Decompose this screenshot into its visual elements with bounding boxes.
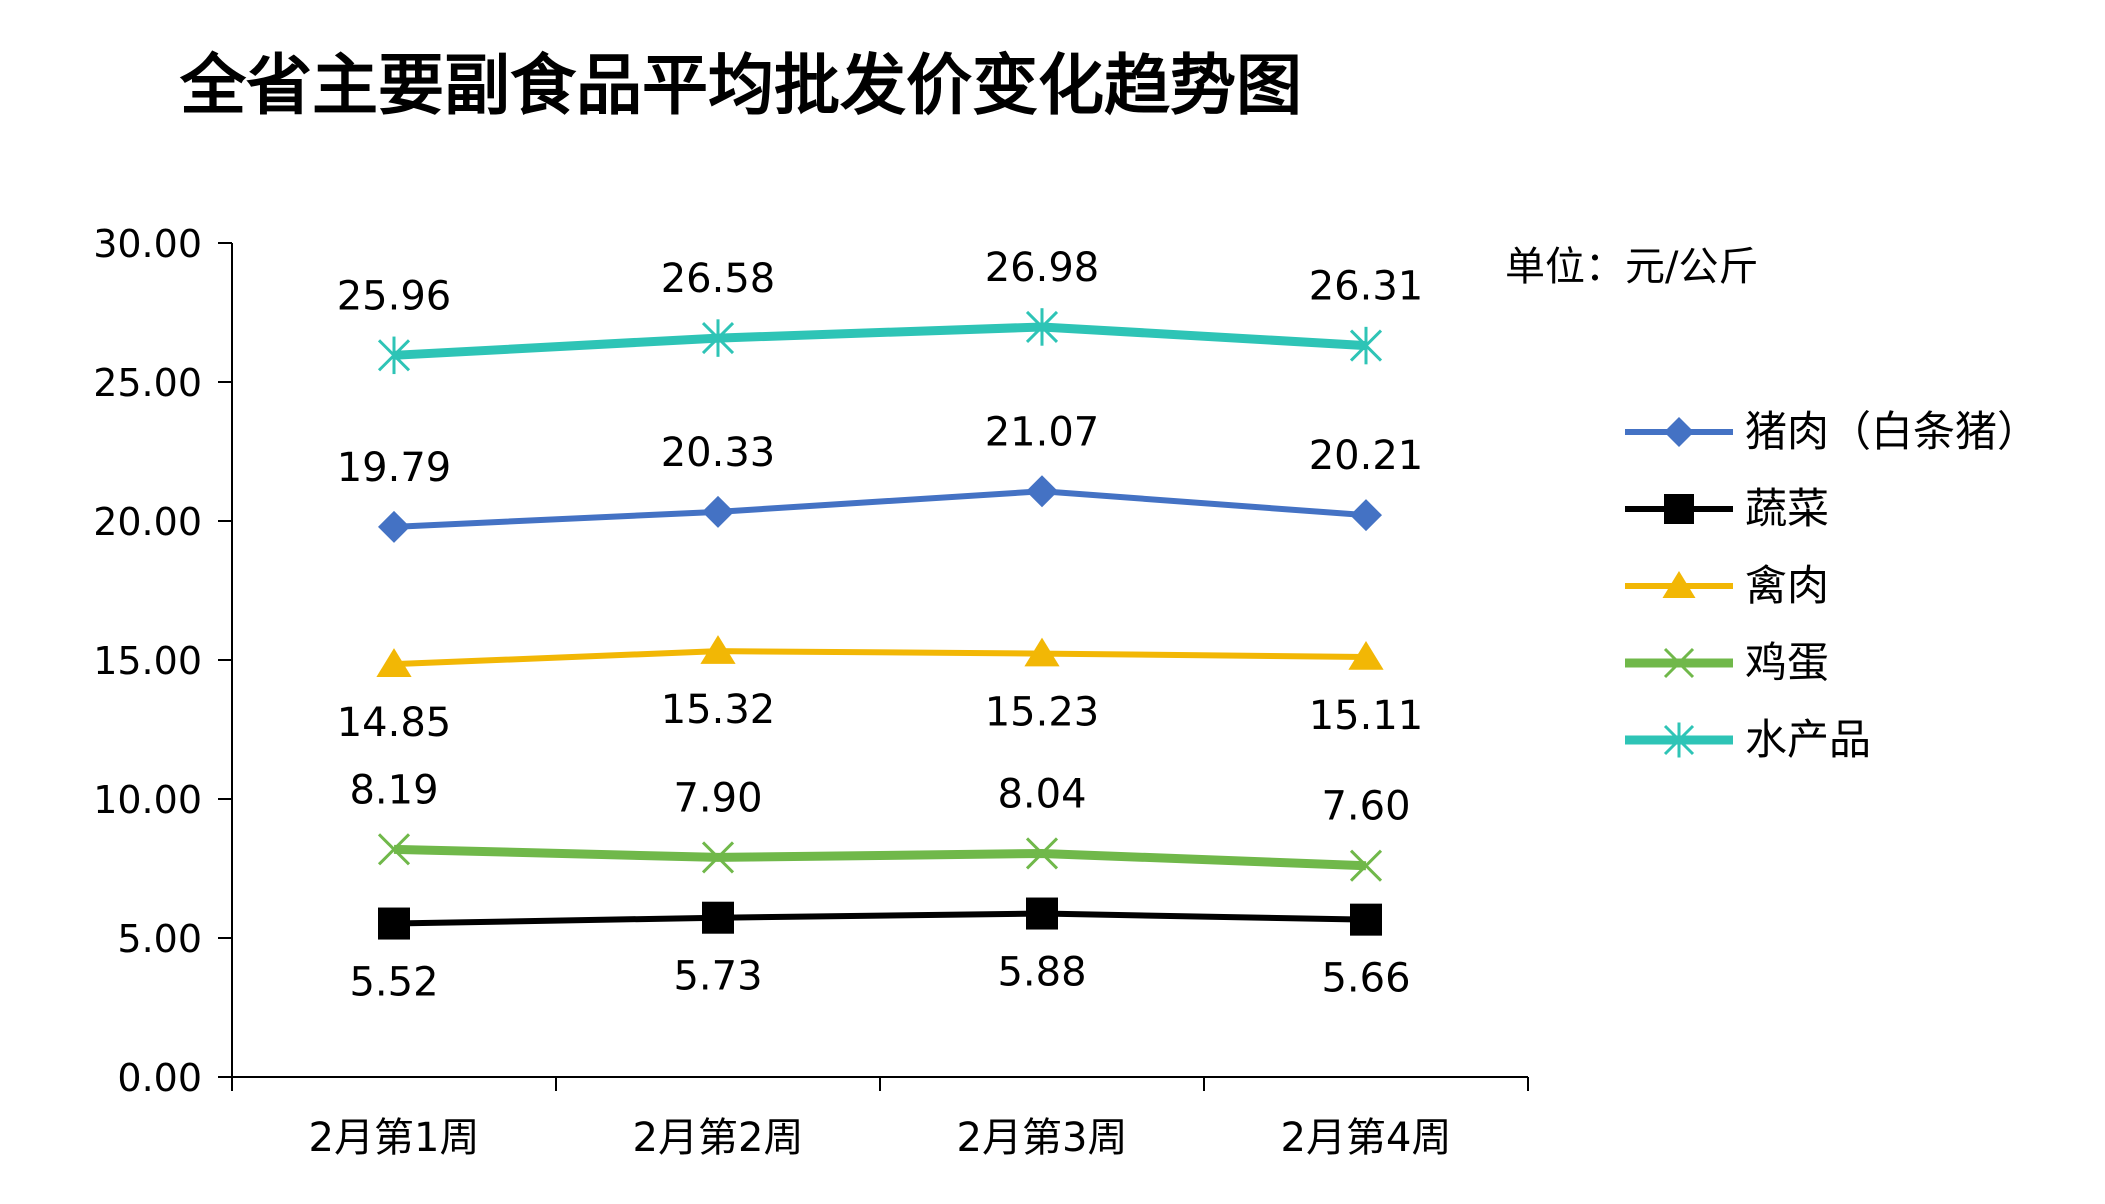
legend-marker	[1662, 571, 1696, 598]
data-point	[1349, 326, 1383, 365]
series-line	[393, 488, 1367, 530]
series-5	[377, 308, 1383, 375]
y-tick-label: 5.00	[117, 917, 202, 961]
x-tick-label: 2月第3周	[957, 1115, 1128, 1161]
data-point	[376, 648, 412, 677]
data-point	[1349, 849, 1383, 882]
data-label: 15.23	[985, 690, 1100, 736]
series-1	[378, 475, 1382, 543]
data-label: 15.32	[661, 687, 776, 733]
series-2	[378, 897, 1382, 940]
marker-stroke	[701, 841, 735, 874]
legend-marker	[1663, 647, 1695, 679]
data-point	[1350, 499, 1382, 532]
data-label: 15.11	[1309, 693, 1424, 739]
data-point	[377, 833, 411, 866]
legend-label: 禽肉	[1745, 561, 1829, 610]
series-3	[376, 635, 1384, 677]
data-label: 25.96	[337, 273, 452, 319]
data-label: 8.19	[349, 767, 438, 813]
legend-label: 鸡蛋	[1745, 638, 1829, 687]
legend-marker	[1664, 417, 1694, 447]
legend-item-5: 水产品	[1625, 715, 1871, 764]
legend-item-2: 蔬菜	[1625, 484, 1829, 533]
y-tick-label: 25.00	[93, 361, 202, 405]
legend-item-4: 鸡蛋	[1625, 638, 1829, 687]
marker-stroke	[1025, 837, 1059, 870]
data-label: 5.73	[673, 954, 762, 1000]
y-tick-label: 0.00	[117, 1056, 202, 1100]
chart-title: 全省主要副食品平均批发价变化趋势图	[179, 46, 1302, 124]
data-label: 21.07	[985, 409, 1100, 455]
data-label: 20.21	[1309, 433, 1424, 479]
y-tick-label: 10.00	[93, 778, 202, 822]
legend-label: 猪肉（白条猪）	[1745, 407, 2039, 456]
y-tick-label: 15.00	[93, 639, 202, 683]
data-point	[1024, 637, 1060, 667]
data-label: 14.85	[337, 700, 452, 746]
marker-stroke	[1663, 647, 1695, 679]
data-point	[1026, 897, 1058, 930]
data-label: 7.90	[673, 775, 762, 821]
marker-stroke	[1349, 849, 1383, 882]
series-layer	[376, 308, 1384, 940]
series-line	[393, 648, 1367, 668]
data-point	[1025, 837, 1059, 870]
data-label: 26.98	[985, 245, 1100, 291]
series-line	[393, 844, 1367, 871]
y-tick-label: 20.00	[93, 500, 202, 544]
data-label: 5.52	[349, 960, 438, 1006]
series-4	[377, 833, 1383, 882]
legend-marker	[1664, 494, 1694, 524]
data-label: 5.88	[997, 950, 1086, 996]
data-point	[701, 841, 735, 874]
series-line	[393, 910, 1367, 927]
data-point	[1025, 308, 1059, 346]
data-label: 5.66	[1321, 956, 1410, 1002]
legend-item-1: 猪肉（白条猪）	[1625, 407, 2039, 456]
data-point	[700, 635, 736, 664]
legend-marker	[1663, 722, 1695, 758]
legend-item-3: 禽肉	[1625, 561, 1829, 610]
series-line	[393, 322, 1367, 360]
data-point	[378, 907, 410, 940]
x-tick-label: 2月第1周	[309, 1115, 480, 1161]
data-point	[702, 901, 734, 934]
legend-label: 水产品	[1745, 715, 1871, 764]
x-tick-label: 2月第4周	[1281, 1115, 1452, 1161]
data-label: 20.33	[661, 430, 776, 476]
data-label: 8.04	[997, 771, 1086, 817]
data-point	[702, 495, 734, 528]
data-label: 26.31	[1309, 264, 1424, 310]
data-label: 7.60	[1321, 784, 1410, 830]
x-tick-label: 2月第2周	[633, 1115, 804, 1161]
unit-label: 单位：元/公斤	[1505, 244, 1758, 290]
data-labels-layer: 19.79 20.33 21.07 20.21 5.52 5.73 5.88 5.66 14.8…	[337, 245, 1424, 1006]
axes: 0.00 5.00 10.00 15.00 20.00 25.00 30.00 2月第1周 2月…	[93, 222, 1529, 1161]
data-label: 26.58	[661, 256, 776, 302]
data-point	[377, 336, 411, 375]
data-label: 19.79	[337, 445, 452, 491]
data-point	[378, 510, 410, 543]
legend-label: 蔬菜	[1745, 484, 1829, 533]
y-tick-label: 30.00	[93, 222, 202, 266]
data-point	[1350, 903, 1382, 936]
data-point	[1026, 475, 1058, 508]
marker-stroke	[377, 833, 411, 866]
data-point	[1348, 640, 1384, 670]
data-point	[701, 319, 735, 357]
